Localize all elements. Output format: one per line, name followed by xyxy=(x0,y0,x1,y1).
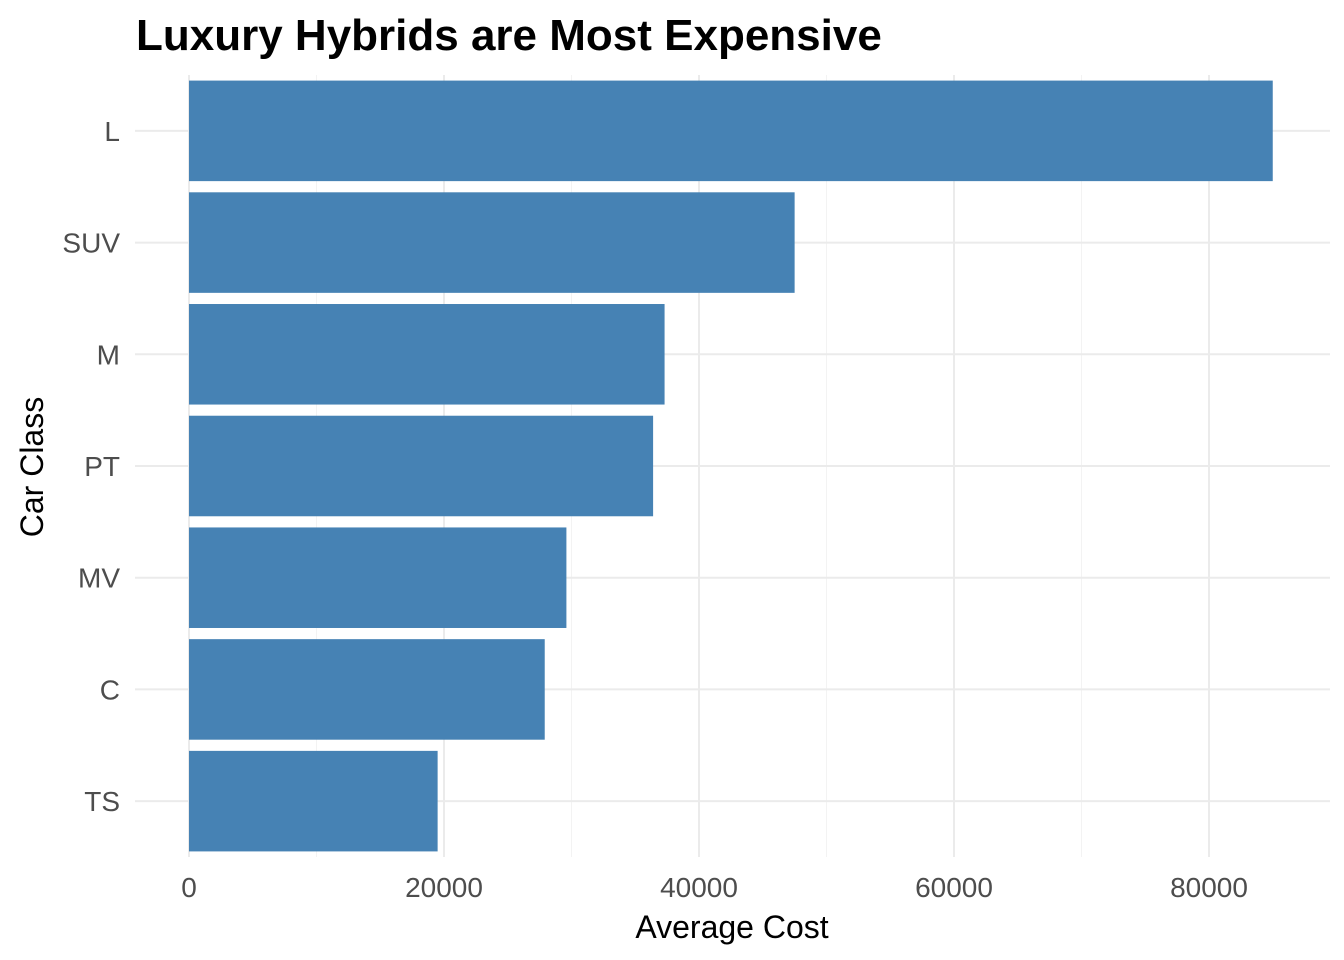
y-tick-label: PT xyxy=(84,451,120,482)
bar-pt xyxy=(189,415,654,517)
x-axis-title: Average Cost xyxy=(635,909,828,945)
bar-m xyxy=(189,304,665,405)
x-tick-label: 40000 xyxy=(660,872,738,903)
y-tick-label: L xyxy=(104,116,120,147)
bars xyxy=(189,80,1273,852)
y-tick-label: MV xyxy=(78,563,120,594)
x-tick-label: 0 xyxy=(181,872,197,903)
y-axis-title: Car Class xyxy=(14,397,50,537)
bar-mv xyxy=(189,527,567,628)
bar-suv xyxy=(189,192,795,293)
y-tick-label: SUV xyxy=(62,228,120,259)
x-tick-label: 20000 xyxy=(405,872,483,903)
x-tick-label: 80000 xyxy=(1170,872,1248,903)
y-tick-labels: L SUV M PT MV C TS xyxy=(62,116,120,817)
x-tick-label: 60000 xyxy=(915,872,993,903)
y-tick-label: TS xyxy=(84,786,120,817)
bar-l xyxy=(189,80,1273,182)
chart-title: Luxury Hybrids are Most Expensive xyxy=(136,11,882,60)
x-tick-labels: 0 20000 40000 60000 80000 xyxy=(181,872,1248,903)
y-tick-label: C xyxy=(100,674,120,705)
bar-c xyxy=(189,639,545,740)
bar-ts xyxy=(189,750,438,852)
y-tick-label: M xyxy=(97,339,120,370)
